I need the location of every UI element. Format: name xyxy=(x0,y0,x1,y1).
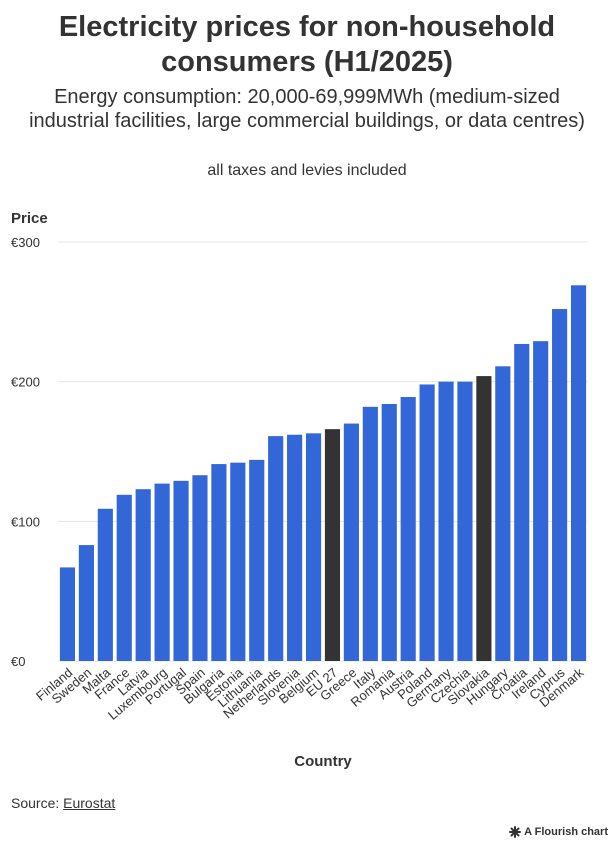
bar xyxy=(305,433,322,661)
bar xyxy=(287,434,303,661)
bar xyxy=(495,366,511,661)
bar xyxy=(419,384,435,661)
bar xyxy=(533,341,549,661)
bar xyxy=(343,423,359,661)
bar xyxy=(116,494,132,661)
bar xyxy=(514,343,530,661)
source-link[interactable]: Eurostat xyxy=(63,795,116,811)
bar xyxy=(457,381,473,661)
bar xyxy=(324,429,341,661)
bar xyxy=(476,376,492,661)
bar xyxy=(268,436,284,661)
bar-chart: Price€0€100€200€300FinlandSwedenMaltaFra… xyxy=(11,210,588,770)
bar xyxy=(97,508,113,661)
bar xyxy=(230,462,246,661)
bar xyxy=(59,567,76,661)
y-tick-label: €300 xyxy=(11,235,40,250)
bar xyxy=(249,459,265,661)
y-tick-label: €100 xyxy=(11,514,40,529)
bar xyxy=(438,381,454,661)
chart-subtitle: Energy consumption: 20,000-69,999MWh (me… xyxy=(29,86,585,132)
credit-label: A Flourish chart xyxy=(524,826,608,838)
bar xyxy=(211,464,227,661)
chart-note: all taxes and levies included xyxy=(207,162,407,179)
flourish-credit[interactable]: A Flourish chart xyxy=(509,826,608,838)
source-line: Source: Eurostat xyxy=(11,795,115,811)
x-axis-title: Country xyxy=(294,753,352,770)
chart-title: Electricity prices for non-household con… xyxy=(58,11,556,78)
bar xyxy=(400,397,416,661)
flourish-logo-icon xyxy=(509,826,522,838)
bar xyxy=(154,483,170,661)
source-prefix: Source: xyxy=(11,795,64,811)
bar xyxy=(552,309,568,661)
bar xyxy=(78,545,94,661)
bar xyxy=(192,475,208,661)
y-tick-label: €0 xyxy=(11,654,25,669)
bar xyxy=(173,480,189,661)
y-axis-title: Price xyxy=(11,210,48,227)
bar xyxy=(135,489,151,661)
bar xyxy=(570,285,587,661)
bar xyxy=(362,406,378,661)
y-tick-label: €200 xyxy=(11,375,40,390)
bar xyxy=(381,404,397,661)
